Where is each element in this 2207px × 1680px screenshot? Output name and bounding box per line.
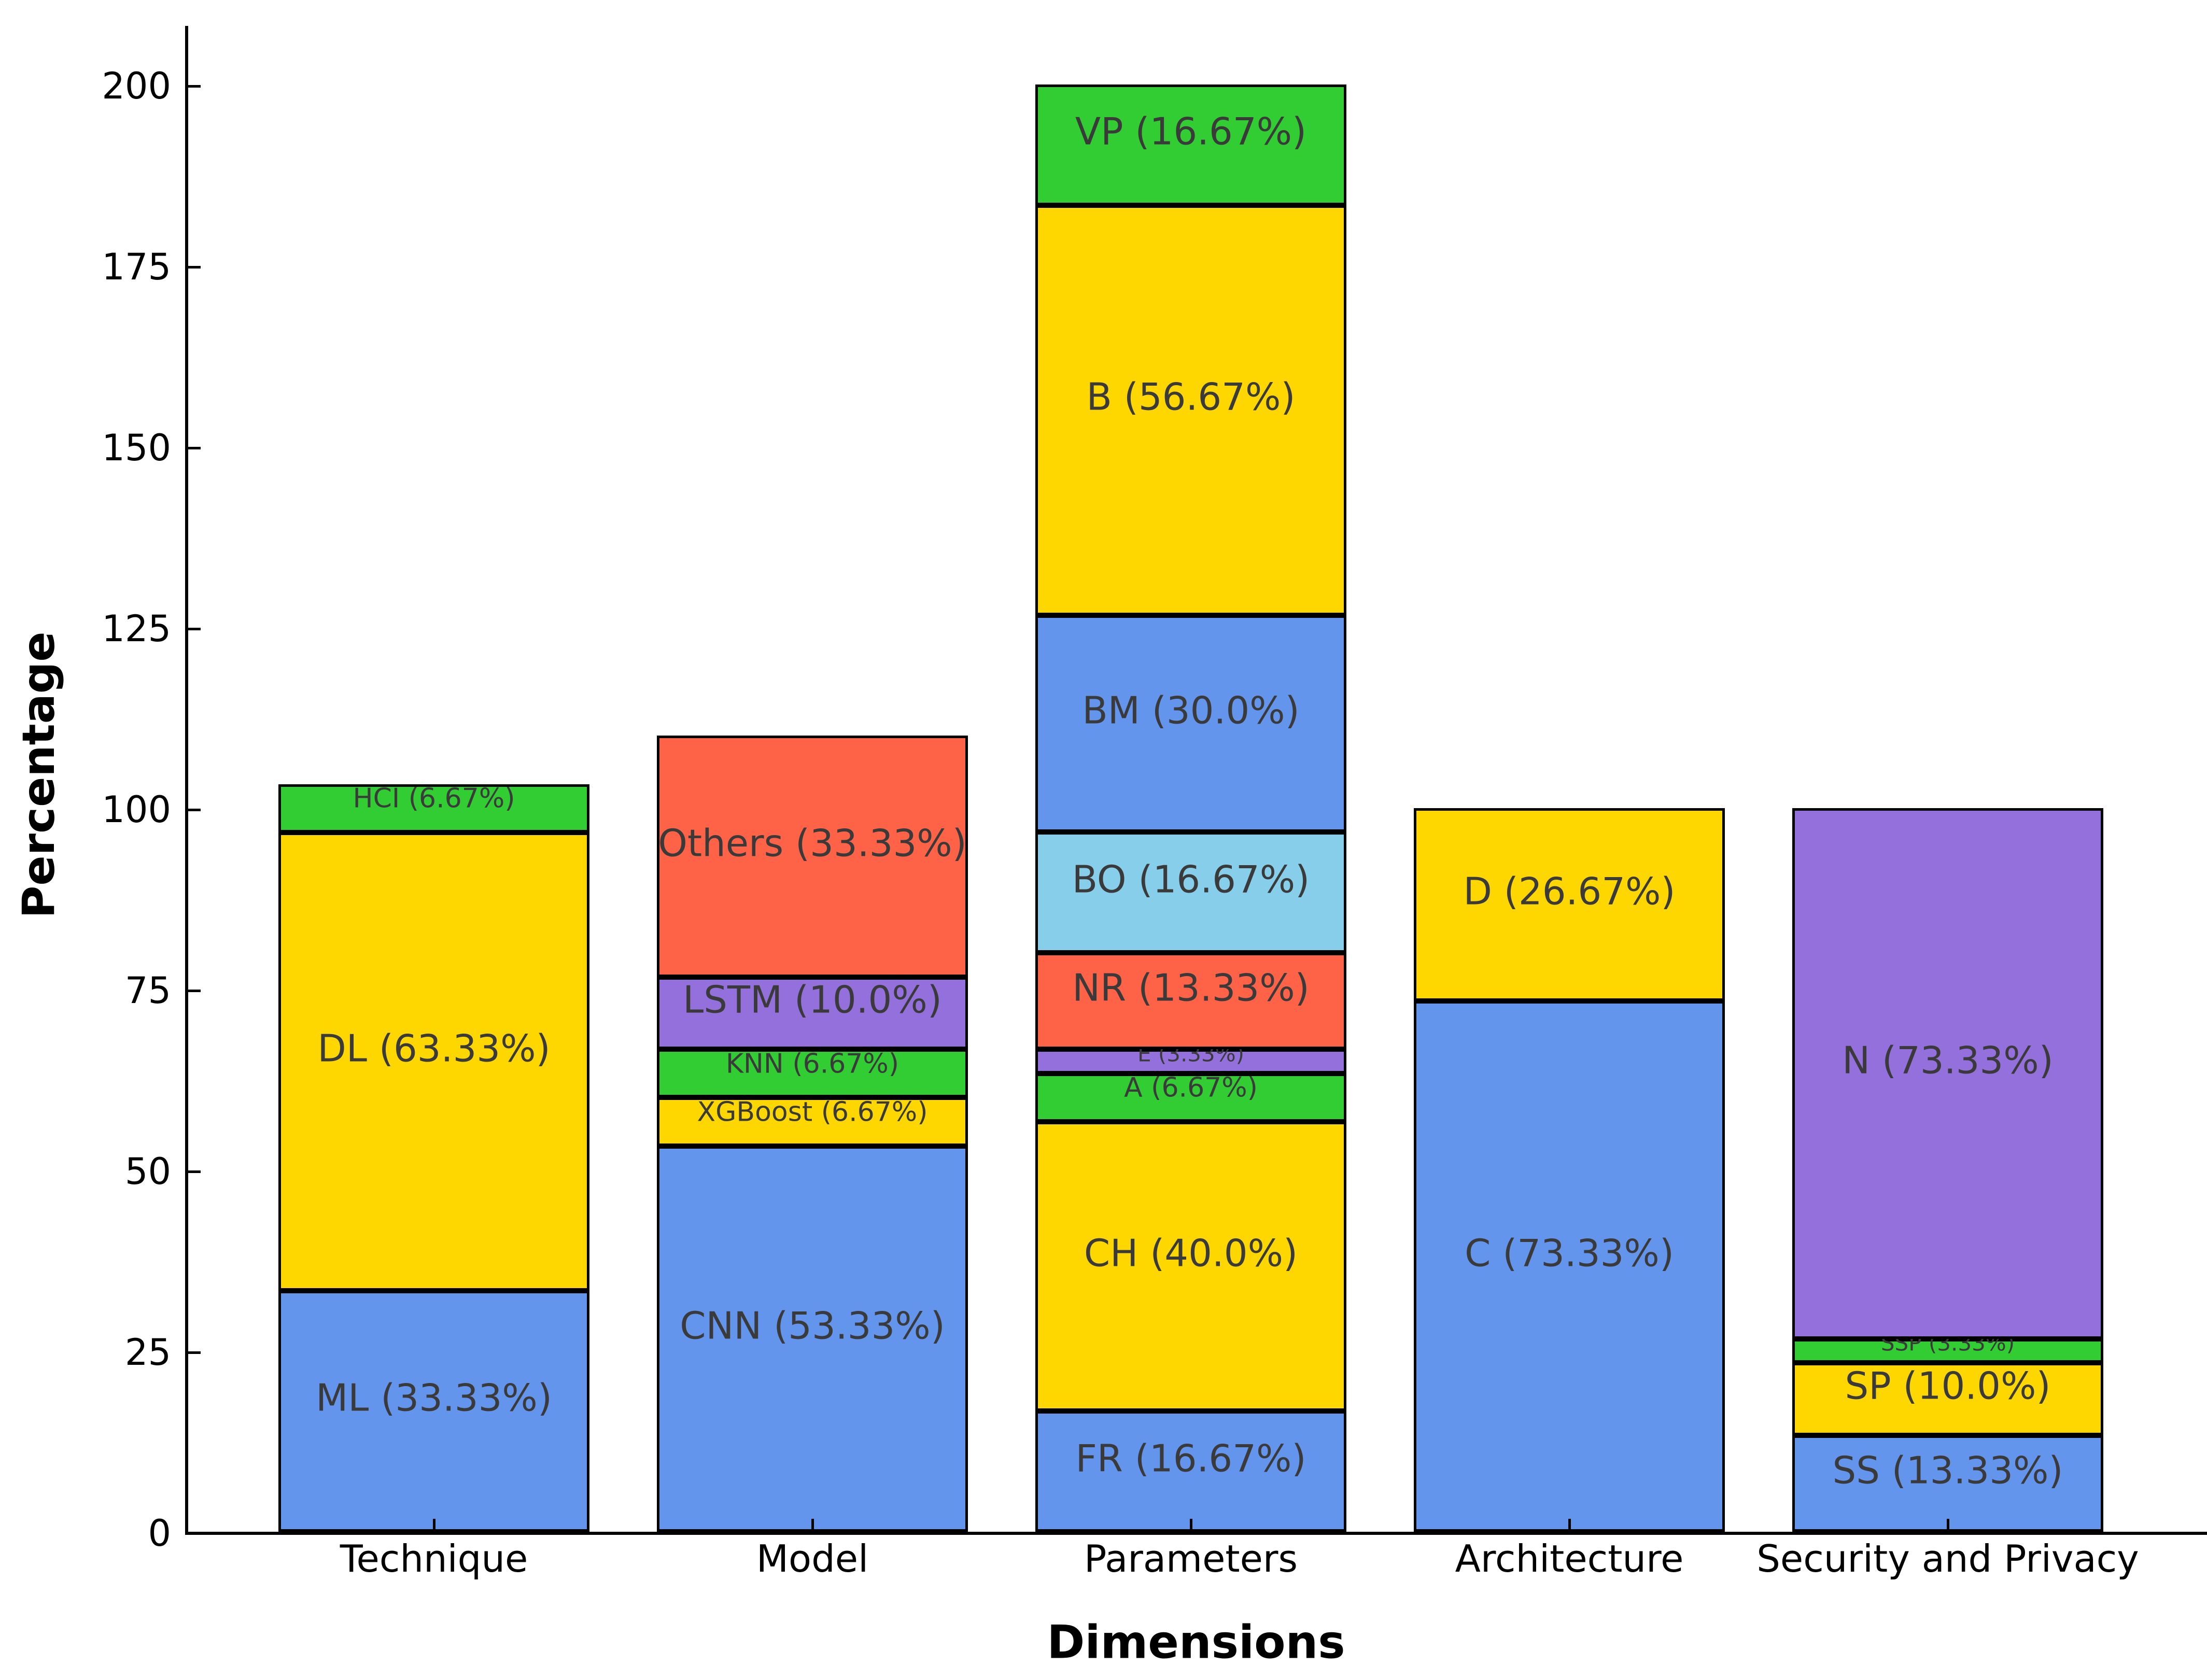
y-tick-label: 150 <box>102 427 171 469</box>
segment-bm: BM (30.0%) <box>1035 615 1346 832</box>
segment-label: Others (33.33%) <box>658 821 967 865</box>
y-tick-label: 175 <box>102 246 171 288</box>
segment-label: N (73.33%) <box>1842 1038 2054 1082</box>
bar-technique: ML (33.33%) DL (63.33%) HCI (6.67%) <box>278 783 589 1532</box>
segment-label: VP (16.67%) <box>1075 109 1307 153</box>
x-tick-label: Architecture <box>1455 1537 1684 1580</box>
y-tick <box>188 84 201 88</box>
segment-bo: BO (16.67%) <box>1035 832 1346 953</box>
segment-label: KNN (6.67%) <box>725 1048 899 1080</box>
segment-label: SS (13.33%) <box>1832 1448 2063 1492</box>
y-tick-label: 25 <box>124 1331 171 1374</box>
segment-label: LSTM (10.0%) <box>683 978 942 1022</box>
y-tick-label: 75 <box>124 969 171 1012</box>
segment-label: DL (63.33%) <box>317 1026 551 1070</box>
segment-ml: ML (33.33%) <box>278 1290 589 1532</box>
segment-lstm: LSTM (10.0%) <box>657 977 968 1050</box>
segment-others: Others (33.33%) <box>657 736 968 977</box>
x-axis-spine <box>185 1532 2207 1535</box>
y-tick <box>188 989 201 992</box>
y-tick <box>188 1532 201 1535</box>
bar-parameters: FR (16.67%) CH (40.0%) A (6.67%) E (3.33%) N… <box>1035 84 1346 1532</box>
y-tick-label: 125 <box>102 608 171 650</box>
y-tick-label: 200 <box>102 65 171 107</box>
segment-xgboost: XGBoost (6.67%) <box>657 1096 968 1146</box>
segment-knn: KNN (6.67%) <box>657 1048 968 1098</box>
segment-label: BM (30.0%) <box>1082 688 1300 732</box>
y-tick <box>188 265 201 269</box>
x-tick <box>1946 1519 1949 1532</box>
segment-sp: SP (10.0%) <box>1792 1363 2103 1435</box>
segment-label: FR (16.67%) <box>1075 1436 1306 1480</box>
segment-label: B (56.67%) <box>1086 375 1296 419</box>
x-tick-label: Technique <box>340 1537 528 1580</box>
segment-e: E (3.33%) <box>1035 1041 1346 1074</box>
segment-b: B (56.67%) <box>1035 205 1346 615</box>
segment-label: NR (13.33%) <box>1072 966 1310 1010</box>
segment-nr: NR (13.33%) <box>1035 953 1346 1050</box>
y-tick <box>188 808 201 811</box>
segment-label: D (26.67%) <box>1463 869 1676 913</box>
x-tick-label: Parameters <box>1084 1537 1298 1580</box>
x-tick <box>811 1519 814 1532</box>
y-tick-label: 0 <box>148 1512 171 1555</box>
segment-n: N (73.33%) <box>1792 808 2103 1339</box>
segment-cnn: CNN (53.33%) <box>657 1146 968 1532</box>
y-tick-label: 50 <box>124 1150 171 1193</box>
segment-c: C (73.33%) <box>1414 1001 1725 1532</box>
y-tick <box>188 1351 201 1354</box>
segment-label: HCI (6.67%) <box>353 783 515 814</box>
y-axis-title: Percentage <box>13 631 65 919</box>
segment-label: XGBoost (6.67%) <box>697 1096 928 1128</box>
x-tick <box>1568 1519 1571 1532</box>
bar-model: CNN (53.33%) XGBoost (6.67%) KNN (6.67%) LS… <box>657 736 968 1532</box>
x-tick <box>1189 1519 1192 1532</box>
x-tick <box>432 1519 435 1532</box>
segment-label: BO (16.67%) <box>1072 857 1310 901</box>
segment-a: A (6.67%) <box>1035 1072 1346 1122</box>
x-tick-label: Security and Privacy <box>1756 1537 2139 1580</box>
segment-ch: CH (40.0%) <box>1035 1121 1346 1411</box>
y-tick <box>188 446 201 449</box>
segment-d: D (26.67%) <box>1414 808 1725 1001</box>
y-tick <box>188 627 201 630</box>
bar-security-and-privacy: SS (13.33%) SP (10.0%) SSP (3.33%) N (73.33… <box>1792 808 2103 1532</box>
segment-label: CH (40.0%) <box>1084 1231 1298 1275</box>
segment-label: C (73.33%) <box>1465 1231 1674 1275</box>
y-axis-spine <box>185 26 188 1535</box>
segment-vp: VP (16.67%) <box>1035 84 1346 205</box>
segment-label: CNN (53.33%) <box>680 1304 945 1348</box>
segment-label: A (6.67%) <box>1124 1072 1258 1104</box>
segment-ssp: SSP (3.33%) <box>1792 1331 2103 1363</box>
y-tick <box>188 1170 201 1173</box>
segment-label: SP (10.0%) <box>1845 1364 2051 1408</box>
y-tick-label: 100 <box>102 788 171 831</box>
segment-fr: FR (16.67%) <box>1035 1411 1346 1532</box>
segment-label: ML (33.33%) <box>316 1376 552 1420</box>
x-axis-title: Dimensions <box>1047 1615 1345 1669</box>
bar-architecture: C (73.33%) D (26.67%) <box>1414 808 1725 1532</box>
segment-hci: HCI (6.67%) <box>278 783 589 832</box>
x-tick-label: Model <box>756 1537 869 1580</box>
segment-ss: SS (13.33%) <box>1792 1435 2103 1532</box>
segment-dl: DL (63.33%) <box>278 832 589 1291</box>
